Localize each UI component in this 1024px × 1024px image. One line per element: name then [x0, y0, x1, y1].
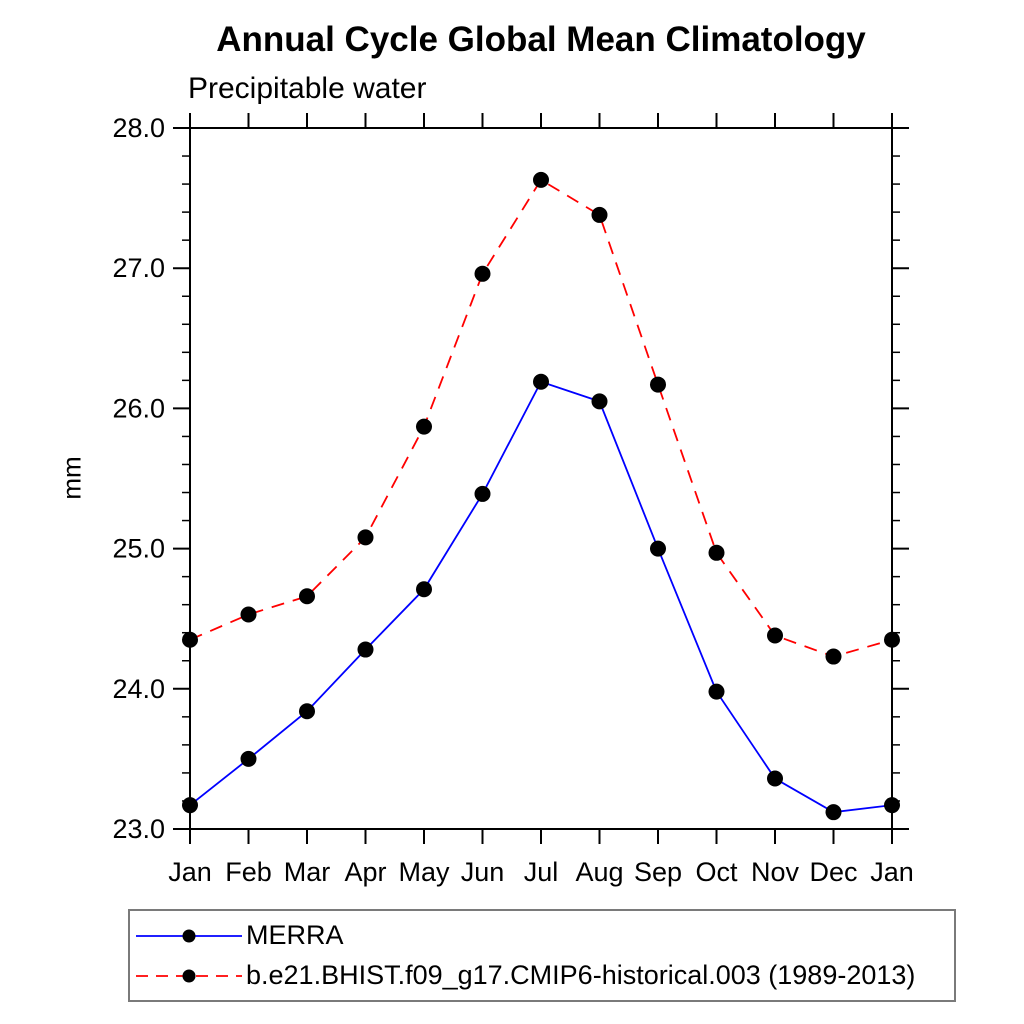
legend-label-merra: MERRA — [246, 920, 344, 950]
data-point-marker — [708, 683, 725, 700]
x-tick-label: Nov — [751, 857, 800, 887]
x-tick-label: Jul — [524, 857, 559, 887]
data-point-marker — [182, 797, 198, 814]
data-point-marker — [591, 393, 608, 410]
legend-sample-line-1 — [136, 969, 242, 982]
data-point-marker — [416, 418, 432, 435]
x-tick-label: Dec — [809, 857, 857, 887]
data-point-marker — [240, 750, 257, 767]
data-point-marker — [825, 804, 842, 821]
data-point-marker — [240, 606, 257, 623]
data-point-marker — [474, 265, 491, 282]
y-tick-label: 27.0 — [112, 253, 165, 283]
data-point-marker — [825, 648, 842, 665]
y-tick-label: 28.0 — [112, 113, 165, 143]
data-point-marker — [884, 631, 900, 648]
x-tick-label: Oct — [695, 857, 738, 887]
x-tick-label: May — [398, 857, 450, 887]
x-tick-label: Aug — [575, 857, 623, 887]
x-tick-label: Feb — [225, 857, 272, 887]
x-tick-label: Sep — [634, 857, 682, 887]
legend-sample-line-0 — [136, 929, 242, 942]
data-point-marker — [533, 373, 549, 390]
y-tick-label: 23.0 — [112, 814, 165, 844]
data-point-marker — [884, 797, 900, 814]
data-point-marker — [591, 206, 608, 223]
chart-title: Annual Cycle Global Mean Climatology — [216, 20, 866, 59]
data-point-marker — [357, 641, 374, 658]
data-point-marker — [650, 540, 666, 557]
x-tick-label: Jan — [168, 857, 212, 887]
legend-label-cesm: b.e21.BHIST.f09_g17.CMIP6-historical.003… — [246, 960, 916, 990]
data-point-marker — [474, 485, 491, 502]
series-line-1 — [189, 178, 893, 658]
x-tick-label: Jan — [870, 857, 914, 887]
data-point-marker — [299, 588, 315, 605]
data-point-marker — [708, 544, 725, 561]
data-point-marker — [357, 529, 374, 546]
data-point-marker — [182, 631, 198, 648]
legend-item-cesm: b.e21.BHIST.f09_g17.CMIP6-historical.003… — [134, 956, 954, 996]
x-tick-label: Mar — [284, 857, 331, 887]
legend: MERRA b.e21.BHIST.f09_g17.CMIP6-historic… — [128, 909, 956, 1002]
y-tick-label: 24.0 — [112, 674, 165, 704]
y-tick-label: 25.0 — [112, 534, 165, 564]
data-point-marker — [416, 581, 432, 598]
data-point-marker — [767, 627, 783, 644]
x-tick-label: Apr — [344, 857, 386, 887]
data-point-marker — [650, 376, 666, 393]
series-line-0 — [189, 380, 893, 814]
data-point-marker — [299, 703, 315, 720]
data-point-marker — [533, 171, 549, 188]
x-tick-label: Jun — [461, 857, 505, 887]
data-point-marker — [767, 770, 783, 787]
legend-item-merra: MERRA — [134, 916, 954, 956]
chart-subtitle: Precipitable water — [188, 72, 427, 105]
y-tick-label: 26.0 — [112, 393, 165, 423]
